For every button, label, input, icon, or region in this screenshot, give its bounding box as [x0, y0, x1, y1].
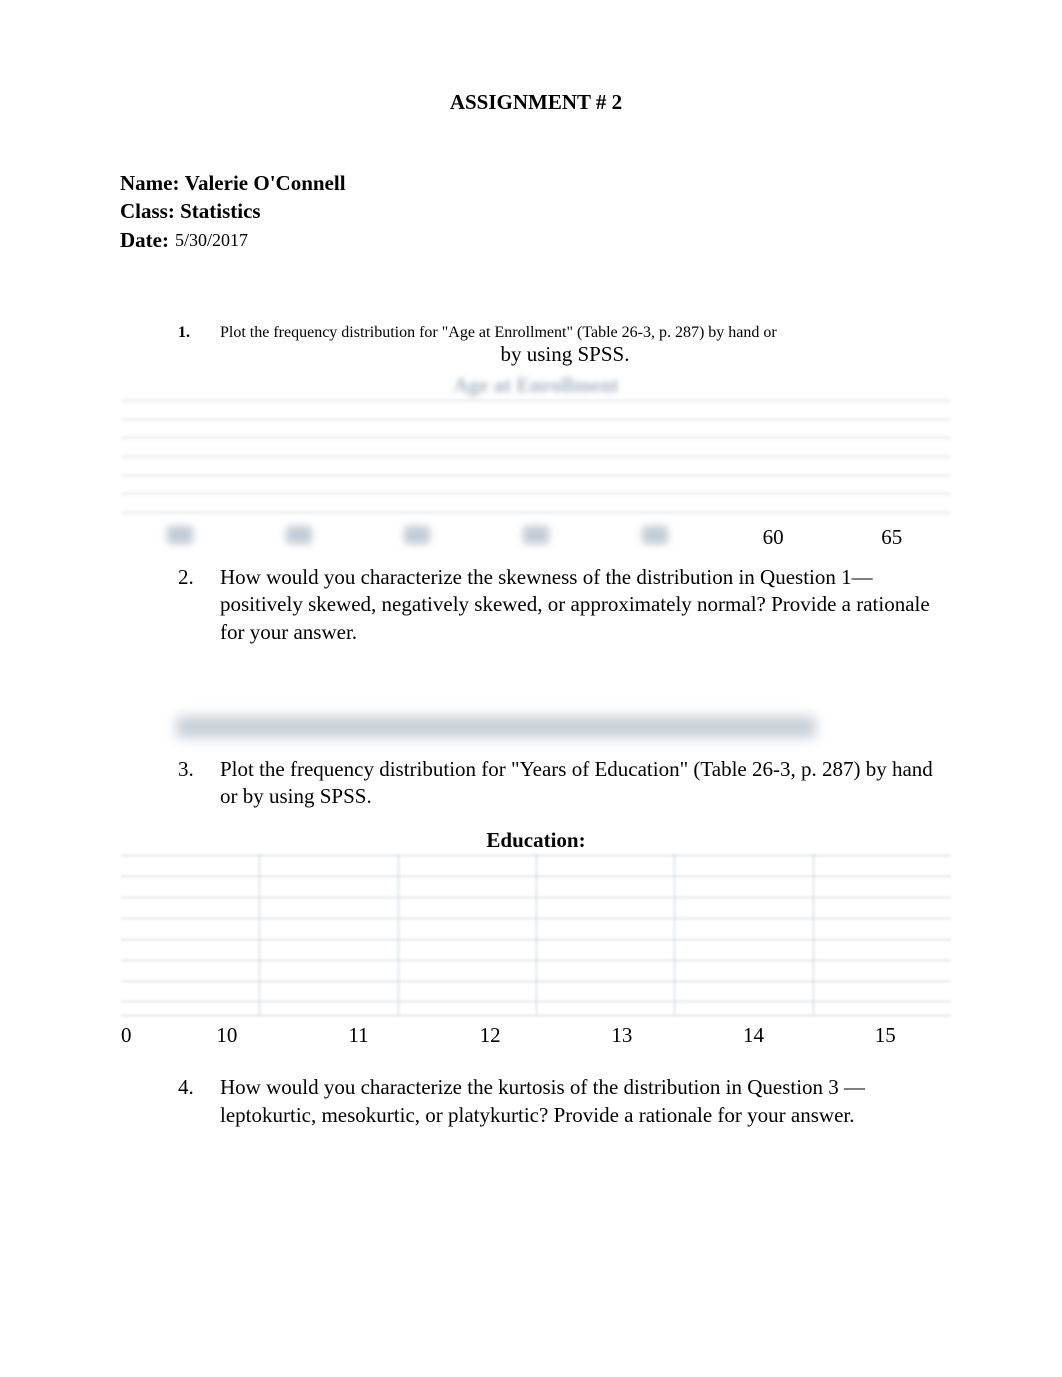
chart2-vline — [259, 855, 260, 1015]
q1-text-line2: by using SPSS. — [178, 342, 952, 367]
chart1-xtick — [595, 525, 714, 550]
chart1-gridline — [121, 400, 951, 419]
chart2-xtick: 13 — [556, 1023, 688, 1048]
q3-marker: 3. — [178, 756, 220, 811]
name-label: Name: — [120, 169, 179, 197]
class-value: Statistics — [180, 197, 261, 225]
chart-age-enrollment: Age at Enrollment 6065 — [120, 373, 952, 550]
chart2-vline — [674, 855, 675, 1015]
student-meta: Name: Valerie O'Connell Class: Statistic… — [120, 169, 952, 254]
chart1-xtick — [358, 525, 477, 550]
chart1-xtick — [121, 525, 240, 550]
chart2-vline — [398, 855, 399, 1015]
chart-education: Education: 0101112131415 — [120, 828, 952, 1048]
blurred-tick — [404, 526, 430, 544]
chart2-xtick: 0 — [121, 1023, 161, 1048]
chart2-xtick: 11 — [293, 1023, 425, 1048]
chart1-gridline — [121, 456, 951, 475]
q2-marker: 2. — [178, 564, 220, 646]
chart2-plot: 0101112131415 — [121, 855, 951, 1048]
q1-text-line1: Plot the frequency distribution for "Age… — [220, 324, 952, 342]
meta-date-row: Date: 5/30/2017 — [120, 226, 952, 254]
chart2-xaxis: 0101112131415 — [121, 1023, 951, 1048]
chart1-gridline — [121, 419, 951, 438]
blurred-tick — [642, 526, 668, 544]
blurred-tick — [286, 526, 312, 544]
q3-text: Plot the frequency distribution for "Yea… — [220, 756, 952, 811]
q1-marker: 1. — [178, 324, 220, 342]
chart2-vline — [813, 855, 814, 1015]
meta-class-row: Class: Statistics — [120, 197, 952, 225]
document-title: ASSIGNMENT # 2 — [120, 90, 952, 115]
chart2-axis-line — [121, 1015, 951, 1016]
chart2-grid — [121, 855, 951, 1001]
chart2-xtick: 15 — [819, 1023, 951, 1048]
chart1-xtick — [240, 525, 359, 550]
chart1-gridline — [121, 512, 951, 513]
chart2-title: Education: — [120, 828, 952, 853]
chart1-xtick — [477, 525, 596, 550]
q2-text: How would you characterize the skewness … — [220, 564, 952, 646]
q4-marker: 4. — [178, 1074, 220, 1129]
date-label: Date: — [120, 226, 169, 254]
chart1-xtick: 65 — [832, 525, 951, 550]
question-3: 3. Plot the frequency distribution for "… — [178, 756, 952, 811]
q4-text: How would you characterize the kurtosis … — [220, 1074, 952, 1129]
date-value: 5/30/2017 — [175, 228, 248, 256]
question-2: 2. How would you characterize the skewne… — [178, 564, 952, 646]
chart1-title: Age at Enrollment — [120, 373, 952, 398]
class-label: Class: — [120, 197, 175, 225]
chart2-xtick: 12 — [424, 1023, 556, 1048]
chart1-grid — [121, 400, 951, 513]
blurred-tick — [167, 526, 193, 544]
question-4: 4. How would you characterize the kurtos… — [178, 1074, 952, 1129]
chart2-xtick: 14 — [688, 1023, 820, 1048]
chart1-plot: 6065 — [121, 400, 951, 550]
chart2-vline — [536, 855, 537, 1015]
page: ASSIGNMENT # 2 Name: Valerie O'Connell C… — [0, 0, 1062, 1377]
chart1-gridline — [121, 437, 951, 456]
chart1-gridline — [121, 475, 951, 494]
blurred-answer-region — [176, 716, 816, 738]
chart1-xtick: 60 — [714, 525, 833, 550]
chart1-xaxis: 6065 — [121, 525, 951, 550]
blurred-tick — [523, 526, 549, 544]
name-value: Valerie O'Connell — [185, 169, 346, 197]
question-1: 1. Plot the frequency distribution for "… — [178, 324, 952, 367]
chart1-gridline — [121, 493, 951, 512]
chart2-xtick: 10 — [161, 1023, 293, 1048]
meta-name-row: Name: Valerie O'Connell — [120, 169, 952, 197]
